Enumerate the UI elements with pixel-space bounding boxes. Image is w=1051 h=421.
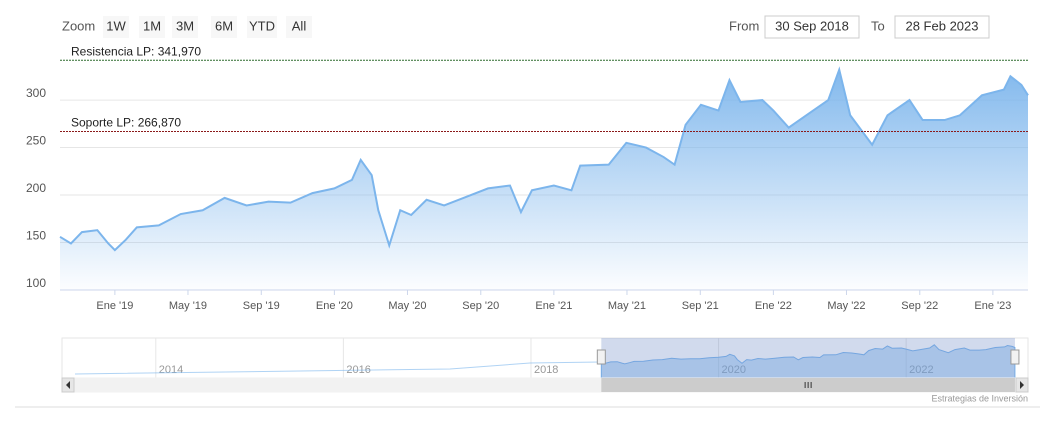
y-tick-label: 200	[26, 181, 46, 195]
y-tick-label: 150	[26, 229, 46, 243]
zoom-button[interactable]	[247, 16, 277, 38]
navigator-tick-label: 2020	[722, 364, 746, 376]
to-label: To	[871, 18, 885, 33]
x-tick-label: May '22	[827, 300, 865, 312]
zoom-button-label: 1M	[143, 18, 161, 33]
zoom-button-label: 1W	[106, 18, 126, 33]
x-tick-label: Ene '22	[755, 300, 792, 312]
zoom-button-label: 6M	[215, 18, 233, 33]
x-tick-label: Ene '21	[535, 300, 572, 312]
x-tick-label: May '19	[169, 300, 207, 312]
x-tick-label: Sep '20	[462, 300, 499, 312]
plot-line-label: Resistencia LP: 341,970	[71, 44, 201, 58]
credits: Estrategias de Inversión	[931, 393, 1028, 403]
x-tick-label: Sep '19	[243, 300, 280, 312]
x-tick-label: Ene '20	[316, 300, 353, 312]
price-line	[59, 66, 1029, 252]
navigator-tick-label: 2014	[159, 364, 183, 376]
to-input[interactable]	[894, 15, 990, 39]
area-fill	[60, 69, 1028, 290]
zoom-button[interactable]	[172, 16, 198, 38]
plot-line-label: Soporte LP: 266,870	[71, 116, 181, 130]
zoom-button-label: All	[292, 18, 307, 33]
to-date: 28 Feb 2023	[905, 18, 978, 33]
scrollbar-right-arrow	[1020, 381, 1024, 389]
zoom-button[interactable]	[286, 16, 312, 38]
from-input[interactable]	[764, 15, 860, 39]
x-tick-label: Ene '23	[974, 300, 1011, 312]
zoom-button-label: YTD	[249, 18, 275, 33]
navigator-handle[interactable]	[1010, 349, 1020, 365]
navigator-handle[interactable]	[596, 349, 606, 365]
navigator-frame	[61, 337, 1029, 379]
x-tick-label: Ene '19	[96, 300, 133, 312]
x-tick-label: Sep '21	[682, 300, 719, 312]
y-tick-label: 100	[26, 276, 46, 290]
from-date: 30 Sep 2018	[775, 18, 849, 33]
navigator-mask	[601, 338, 1015, 378]
navigator-tick-label: 2022	[909, 364, 933, 376]
navigator-tick-label: 2018	[534, 364, 558, 376]
zoom-button-label: 3M	[176, 18, 194, 33]
y-tick-label: 300	[26, 86, 46, 100]
x-tick-label: May '21	[608, 300, 646, 312]
zoom-button[interactable]	[139, 16, 165, 38]
navigator-series	[600, 344, 1016, 379]
navigator-history	[74, 361, 601, 375]
zoom-button[interactable]	[103, 16, 129, 38]
x-tick-label: May '20	[388, 300, 426, 312]
from-label: From	[729, 18, 759, 33]
zoom-button[interactable]	[211, 16, 237, 38]
y-tick-label: 250	[26, 134, 46, 148]
zoom-label: Zoom	[62, 18, 95, 33]
x-tick-label: Sep '22	[901, 300, 938, 312]
scrollbar-left-arrow	[66, 381, 70, 389]
